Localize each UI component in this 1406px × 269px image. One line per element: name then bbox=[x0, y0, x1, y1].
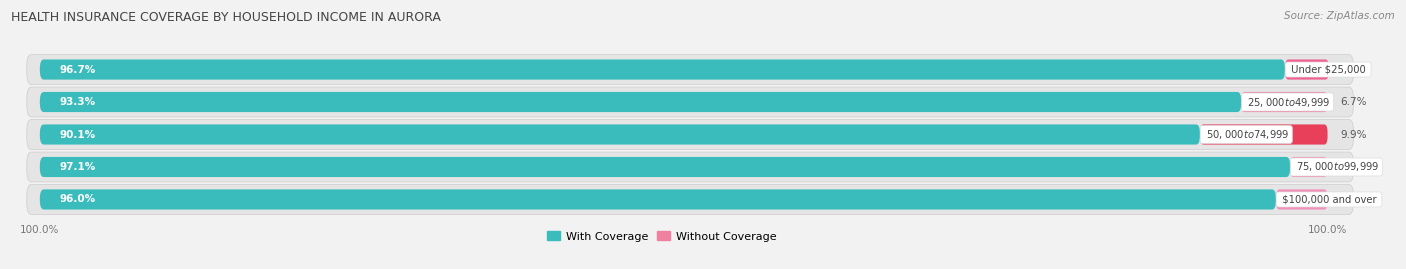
FancyBboxPatch shape bbox=[27, 119, 1354, 150]
Text: $75,000 to $99,999: $75,000 to $99,999 bbox=[1292, 161, 1379, 174]
FancyBboxPatch shape bbox=[1285, 59, 1329, 80]
Text: 96.0%: 96.0% bbox=[59, 194, 96, 204]
FancyBboxPatch shape bbox=[1201, 125, 1327, 144]
Legend: With Coverage, Without Coverage: With Coverage, Without Coverage bbox=[543, 227, 780, 246]
Text: 90.1%: 90.1% bbox=[59, 129, 96, 140]
Text: 97.1%: 97.1% bbox=[59, 162, 96, 172]
FancyBboxPatch shape bbox=[39, 157, 1291, 177]
Text: Under $25,000: Under $25,000 bbox=[1288, 65, 1368, 75]
FancyBboxPatch shape bbox=[1277, 189, 1327, 210]
Text: $50,000 to $74,999: $50,000 to $74,999 bbox=[1202, 128, 1289, 141]
Text: $100,000 and over: $100,000 and over bbox=[1278, 194, 1379, 204]
FancyBboxPatch shape bbox=[27, 55, 1354, 84]
Text: 96.7%: 96.7% bbox=[59, 65, 96, 75]
FancyBboxPatch shape bbox=[39, 59, 1285, 80]
Text: 4.0%: 4.0% bbox=[1340, 194, 1367, 204]
FancyBboxPatch shape bbox=[27, 185, 1354, 214]
Text: $25,000 to $49,999: $25,000 to $49,999 bbox=[1244, 95, 1331, 108]
FancyBboxPatch shape bbox=[1241, 92, 1327, 112]
FancyBboxPatch shape bbox=[27, 87, 1354, 117]
FancyBboxPatch shape bbox=[27, 152, 1354, 182]
Text: 9.9%: 9.9% bbox=[1340, 129, 1367, 140]
Text: 2.9%: 2.9% bbox=[1340, 162, 1367, 172]
Text: 93.3%: 93.3% bbox=[59, 97, 96, 107]
FancyBboxPatch shape bbox=[39, 92, 1241, 112]
FancyBboxPatch shape bbox=[39, 125, 1201, 144]
Text: HEALTH INSURANCE COVERAGE BY HOUSEHOLD INCOME IN AURORA: HEALTH INSURANCE COVERAGE BY HOUSEHOLD I… bbox=[11, 11, 441, 24]
FancyBboxPatch shape bbox=[39, 189, 1277, 210]
FancyBboxPatch shape bbox=[1291, 157, 1327, 177]
Text: Source: ZipAtlas.com: Source: ZipAtlas.com bbox=[1284, 11, 1395, 21]
Text: 6.7%: 6.7% bbox=[1340, 97, 1367, 107]
Text: 3.4%: 3.4% bbox=[1341, 65, 1368, 75]
